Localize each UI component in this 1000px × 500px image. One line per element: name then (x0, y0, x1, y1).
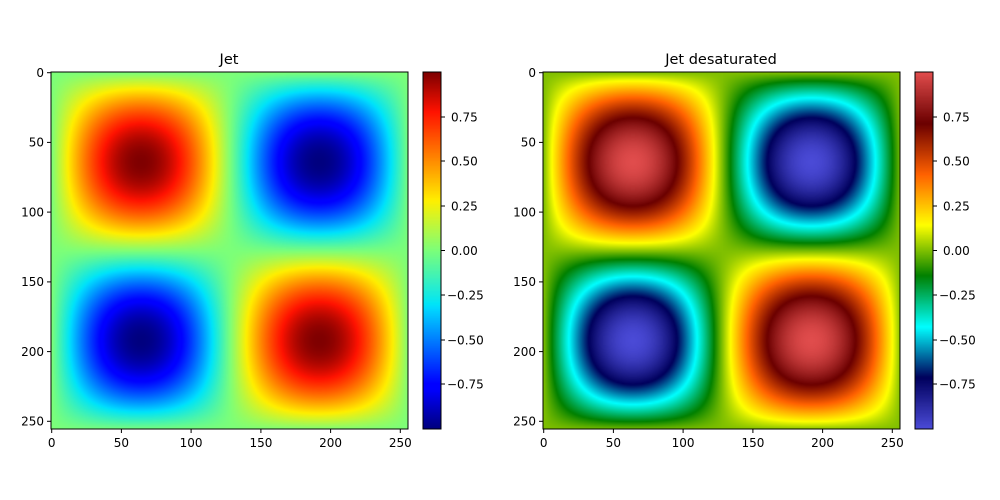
x-tick-50: 50 (114, 429, 129, 450)
y-axis-jet-desaturated: 0 50 100 150 200 250 (513, 66, 543, 429)
cb-tick-label: −0.25 (939, 288, 976, 302)
x-tick-0: 0 (540, 429, 548, 450)
cb-tick: 0.75 (441, 110, 478, 124)
x-tick-label: 0 (48, 436, 56, 450)
heatmap-image-jet (51, 72, 408, 429)
cb-tick-label: −0.75 (447, 377, 484, 391)
chart-title-jet: Jet (219, 52, 239, 68)
cb-tick-label: −0.25 (447, 288, 484, 302)
y-tick-250: 250 (21, 415, 51, 429)
y-tick-250: 250 (513, 415, 543, 429)
cb-tick: 0.25 (441, 199, 478, 213)
x-tick-label: 50 (114, 436, 129, 450)
x-tick-label: 50 (606, 436, 621, 450)
x-tick-label: 250 (389, 436, 412, 450)
y-tick-label: 50 (521, 136, 536, 150)
colorbar-jet-desaturated (915, 72, 933, 429)
cb-tick: 0.50 (933, 154, 970, 168)
cb-tick-label: 0.00 (451, 244, 478, 258)
x-tick-150: 150 (741, 429, 764, 450)
y-tick-100: 100 (21, 205, 51, 219)
cb-tick: 0.00 (933, 244, 970, 258)
x-tick-100: 100 (672, 429, 695, 450)
x-tick-250: 250 (881, 429, 904, 450)
x-tick-50: 50 (606, 429, 621, 450)
y-tick-label: 0 (36, 66, 44, 80)
heatmap-image-jet-desaturated (543, 72, 900, 429)
y-tick-label: 250 (513, 415, 536, 429)
y-tick-label: 250 (21, 415, 44, 429)
x-tick-150: 150 (249, 429, 272, 450)
x-tick-0: 0 (48, 429, 56, 450)
cb-tick-label: 0.00 (943, 244, 970, 258)
y-tick-50: 50 (521, 136, 543, 150)
cb-tick-label: 0.75 (451, 110, 478, 124)
colorbar-jet (423, 72, 441, 429)
cb-tick-label: 0.50 (451, 154, 478, 168)
x-tick-250: 250 (389, 429, 412, 450)
y-tick-200: 200 (21, 345, 51, 359)
x-tick-label: 100 (180, 436, 203, 450)
y-tick-200: 200 (513, 345, 543, 359)
x-tick-label: 200 (319, 436, 342, 450)
cb-tick: 0.25 (933, 199, 970, 213)
y-tick-150: 150 (513, 275, 543, 289)
cb-tick: −0.50 (441, 333, 484, 347)
x-tick-label: 150 (249, 436, 272, 450)
axes-frame-jet-desaturated (542, 71, 901, 430)
cb-tick: −0.25 (933, 288, 976, 302)
cb-tick-label: 0.50 (943, 154, 970, 168)
y-tick-label: 200 (21, 345, 44, 359)
x-axis-jet: 0 50 100 150 200 250 (48, 429, 412, 450)
y-tick-0: 0 (528, 66, 543, 80)
x-tick-label: 100 (672, 436, 695, 450)
y-tick-0: 0 (36, 66, 51, 80)
cb-tick-label: 0.25 (451, 199, 478, 213)
cb-tick: −0.75 (441, 377, 484, 391)
cb-tick-label: −0.50 (939, 333, 976, 347)
colorbar-ticks-jet: −0.75 −0.50 −0.25 0.00 0.25 0.50 0.75 (441, 110, 484, 391)
cb-tick-label: 0.75 (943, 110, 970, 124)
cb-tick: −0.25 (441, 288, 484, 302)
cb-tick-label: −0.50 (447, 333, 484, 347)
y-tick-label: 100 (21, 205, 44, 219)
cb-tick: 0.00 (441, 244, 478, 258)
x-axis-jet-desaturated: 0 50 100 150 200 250 (540, 429, 904, 450)
x-tick-label: 250 (881, 436, 904, 450)
cb-tick: −0.75 (933, 377, 976, 391)
y-tick-label: 100 (513, 205, 536, 219)
x-tick-label: 0 (540, 436, 548, 450)
x-tick-100: 100 (180, 429, 203, 450)
y-tick-label: 50 (29, 136, 44, 150)
y-tick-label: 150 (513, 275, 536, 289)
y-tick-50: 50 (29, 136, 51, 150)
cb-tick-label: −0.75 (939, 377, 976, 391)
axes-frame-jet (50, 71, 409, 430)
x-tick-label: 150 (741, 436, 764, 450)
cb-tick: 0.75 (933, 110, 970, 124)
colorbar-ticks-jet-desaturated: −0.75 −0.50 −0.25 0.00 0.25 0.50 0.75 (933, 110, 976, 391)
y-tick-label: 0 (528, 66, 536, 80)
chart-title-jet-desaturated: Jet desaturated (664, 52, 777, 68)
x-tick-200: 200 (811, 429, 834, 450)
y-tick-100: 100 (513, 205, 543, 219)
y-tick-150: 150 (21, 275, 51, 289)
cb-tick: 0.50 (441, 154, 478, 168)
y-tick-label: 200 (513, 345, 536, 359)
cb-tick-label: 0.25 (943, 199, 970, 213)
panel-jet-desaturated: Jet desaturated 0 50 100 150 200 250 0 5… (513, 52, 976, 450)
x-tick-200: 200 (319, 429, 342, 450)
y-tick-label: 150 (21, 275, 44, 289)
x-tick-label: 200 (811, 436, 834, 450)
cb-tick: −0.50 (933, 333, 976, 347)
panel-jet: Jet 0 50 100 150 200 250 0 50 100 150 20… (21, 52, 484, 450)
y-axis-jet: 0 50 100 150 200 250 (21, 66, 51, 429)
